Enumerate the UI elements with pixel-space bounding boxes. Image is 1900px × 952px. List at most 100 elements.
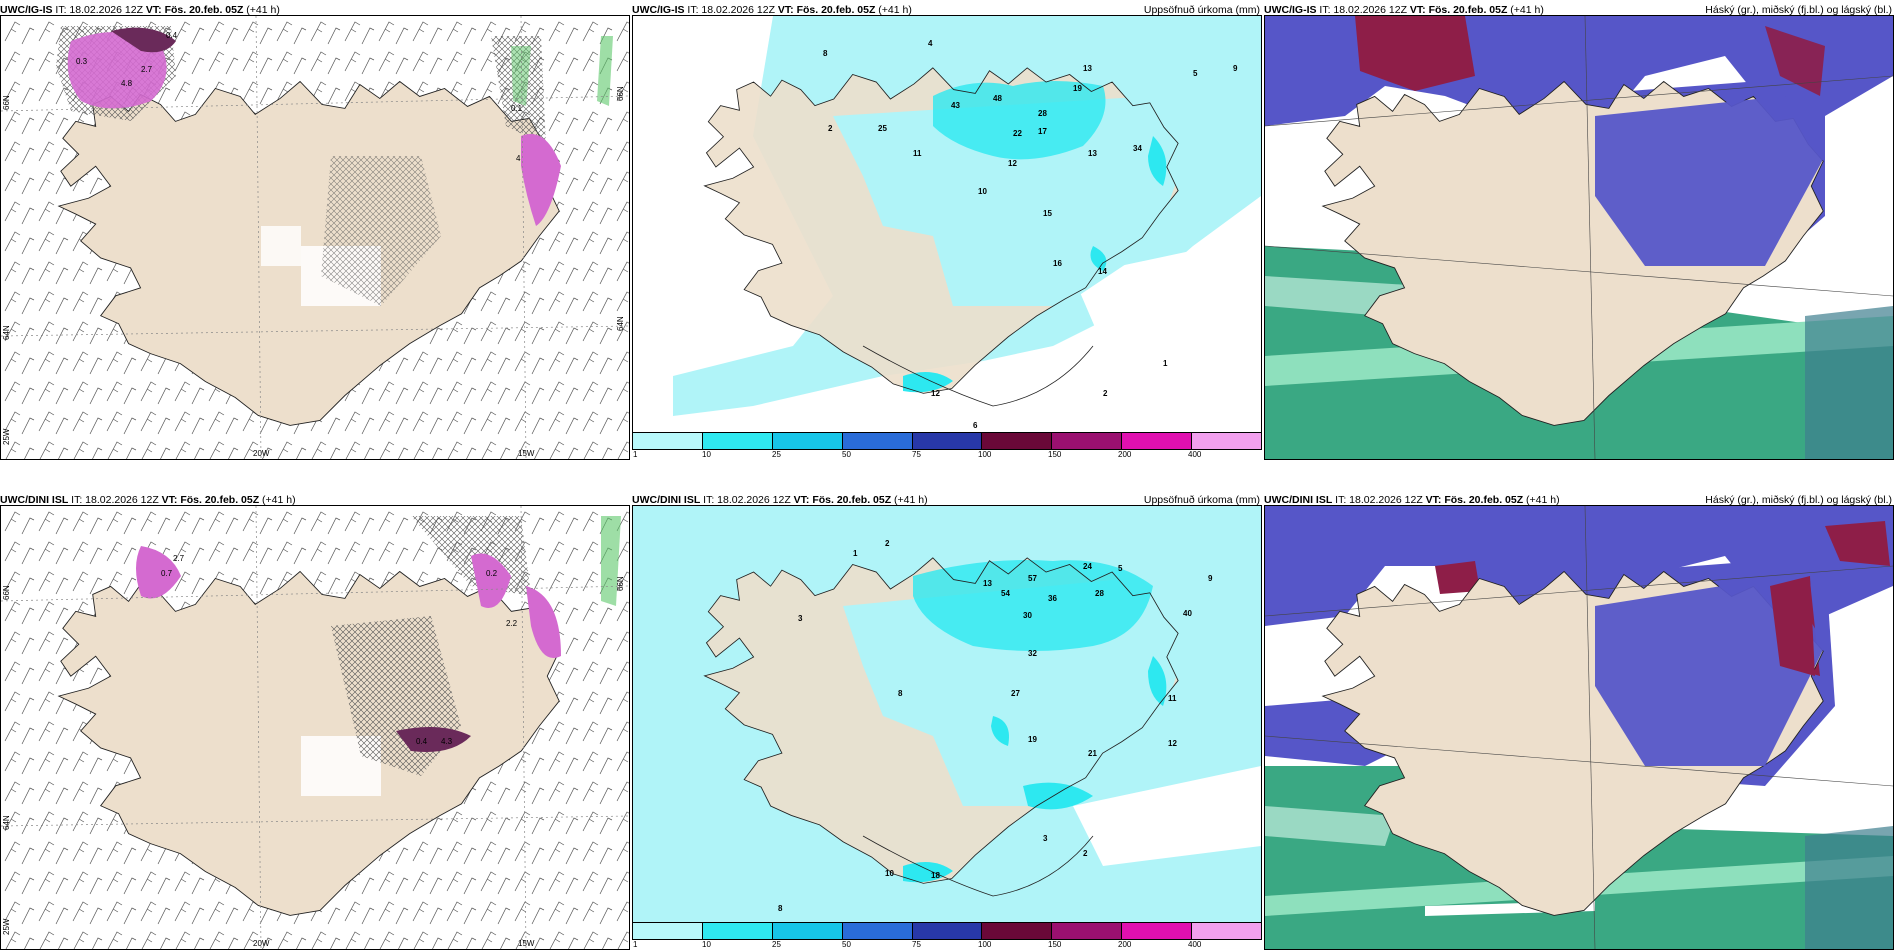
lat-label-right: 66N bbox=[616, 576, 625, 591]
precip-value: 3 bbox=[798, 614, 803, 623]
panel-subtitle: Háský (gr.), miðský (fj.bl.) og lágský (… bbox=[1705, 494, 1892, 506]
panel-r2c1: UWC/DINI ISL IT: 18.02.2026 12Z VT: Fös.… bbox=[0, 490, 630, 950]
colorbar-tick: 200 bbox=[1118, 940, 1132, 949]
colorbar-ticks: 1 10 25 50 75 100 150 200 400 bbox=[632, 940, 1262, 952]
colorbar-segment bbox=[633, 923, 703, 939]
valid-time-label: VT: bbox=[145, 4, 162, 16]
colorbar-segment bbox=[1122, 923, 1193, 939]
panel-title: UWC/DINI ISL IT: 18.02.2026 12Z VT: Fös.… bbox=[632, 490, 1262, 510]
precip-value: 10 bbox=[978, 187, 987, 196]
colorbar-tick: 10 bbox=[702, 940, 711, 949]
overlay-value: 0.4 bbox=[166, 31, 178, 40]
panel-title: UWC/IG-IS IT: 18.02.2026 12Z VT: Fös. 20… bbox=[0, 0, 630, 20]
lon-label: 20W bbox=[253, 939, 270, 948]
precip-value: 30 bbox=[1023, 611, 1032, 620]
init-time: IT: 18.02.2026 12Z bbox=[703, 494, 791, 506]
panel-subtitle: Uppsöfnuð úrkoma (mm) bbox=[1143, 4, 1260, 16]
precip-value: 15 bbox=[1043, 209, 1052, 218]
model-name: UWC/IG-IS bbox=[632, 4, 685, 16]
panel-r1c2: UWC/IG-IS IT: 18.02.2026 12Z VT: Fös. 20… bbox=[632, 0, 1262, 459]
overlay-value: 0.1 bbox=[511, 104, 523, 113]
precip-value: 18 bbox=[931, 871, 940, 880]
panel-title: UWC/IG-IS IT: 18.02.2026 12Z VT: Fös. 20… bbox=[1264, 0, 1894, 20]
colorbar-segment bbox=[842, 433, 913, 449]
valid-time: Fös. 20.feb. 05Z bbox=[812, 494, 892, 506]
valid-time: Fös. 20.feb. 05Z bbox=[1428, 4, 1508, 16]
lat-label: 64N bbox=[2, 325, 11, 340]
overlay-value: 2.7 bbox=[173, 554, 185, 563]
lat-label-right: 64N bbox=[616, 316, 625, 331]
precip-value: 34 bbox=[1133, 144, 1142, 153]
model-name: UWC/DINI ISL bbox=[0, 494, 69, 506]
precip-value: 2 bbox=[885, 539, 890, 548]
precip-value: 19 bbox=[1028, 735, 1037, 744]
precip-value: 40 bbox=[1183, 609, 1192, 618]
init-time: IT: 18.02.2026 12Z bbox=[55, 4, 143, 16]
colorbar-tick: 75 bbox=[912, 450, 921, 459]
wind-map: 0.7 2.7 0.4 4.3 0.2 2.2 66N 64N 25W 66N … bbox=[0, 505, 630, 950]
lon-label-west: 25W bbox=[2, 428, 11, 445]
lead-time: (+41 h) bbox=[262, 494, 296, 506]
precip-value: 28 bbox=[1095, 589, 1104, 598]
valid-time-label: VT: bbox=[1409, 4, 1426, 16]
colorbar-segment bbox=[1192, 433, 1262, 449]
lon-label: 15W bbox=[518, 939, 535, 948]
panel-r2c2: UWC/DINI ISL IT: 18.02.2026 12Z VT: Fös.… bbox=[632, 490, 1262, 949]
colorbar-segment bbox=[1052, 923, 1123, 939]
overlay-value: 2.7 bbox=[141, 65, 153, 74]
valid-time-label: VT: bbox=[161, 494, 178, 506]
precip-value: 6 bbox=[973, 421, 978, 430]
precip-value: 5 bbox=[1193, 69, 1198, 78]
panel-subtitle: Uppsöfnuð úrkoma (mm) bbox=[1143, 494, 1260, 506]
lat-label: 66N bbox=[2, 585, 11, 600]
panel-r1c3: UWC/IG-IS IT: 18.02.2026 12Z VT: Fös. 20… bbox=[1264, 0, 1894, 460]
precip-value: 57 bbox=[1028, 574, 1037, 583]
precip-value: 1 bbox=[1163, 359, 1168, 368]
panel-r1c1: UWC/IG-IS IT: 18.02.2026 12Z VT: Fös. 20… bbox=[0, 0, 630, 460]
colorbar-tick: 150 bbox=[1048, 940, 1062, 949]
valid-time: Fös. 20.feb. 05Z bbox=[164, 4, 244, 16]
overlay-value: 4 bbox=[516, 154, 521, 163]
colorbar-tick: 25 bbox=[772, 450, 781, 459]
lead-time: (+41 h) bbox=[878, 4, 912, 16]
colorbar-segment bbox=[772, 433, 843, 449]
colorbar-segment bbox=[912, 433, 983, 449]
colorbar-tick: 400 bbox=[1188, 940, 1202, 949]
lead-time: (+41 h) bbox=[894, 494, 928, 506]
panel-subtitle: Háský (gr.), miðský (fj.bl.) og lágský (… bbox=[1705, 4, 1892, 16]
model-name: UWC/DINI ISL bbox=[1264, 494, 1333, 506]
colorbar-tick: 50 bbox=[842, 450, 851, 459]
overlay-value: 0.3 bbox=[76, 57, 88, 66]
precip-map: 8 4 5 2 13 9 19 48 43 28 22 17 25 11 12 … bbox=[632, 15, 1262, 434]
valid-time: Fös. 20.feb. 05Z bbox=[1444, 494, 1524, 506]
precip-value: 12 bbox=[1168, 739, 1177, 748]
init-time: IT: 18.02.2026 12Z bbox=[1335, 494, 1423, 506]
colorbar-segment bbox=[702, 433, 773, 449]
colorbar-segment bbox=[912, 923, 983, 939]
panel-title: UWC/DINI ISL IT: 18.02.2026 12Z VT: Fös.… bbox=[0, 490, 630, 510]
model-name: UWC/IG-IS bbox=[1264, 4, 1317, 16]
colorbar-tick: 75 bbox=[912, 940, 921, 949]
precip-value: 4 bbox=[928, 39, 933, 48]
overlay-value: 4.8 bbox=[121, 79, 133, 88]
colorbar-segment bbox=[1052, 433, 1123, 449]
cloud-map bbox=[1264, 505, 1894, 950]
colorbar-tick: 50 bbox=[842, 940, 851, 949]
colorbar-segment bbox=[702, 923, 773, 939]
colorbar-segment bbox=[982, 433, 1053, 449]
model-name: UWC/DINI ISL bbox=[632, 494, 701, 506]
precip-value: 14 bbox=[1098, 267, 1107, 276]
valid-time-label: VT: bbox=[1425, 494, 1442, 506]
colorbar-tick: 200 bbox=[1118, 450, 1132, 459]
init-time: IT: 18.02.2026 12Z bbox=[1319, 4, 1407, 16]
colorbar-tick: 1 bbox=[633, 940, 638, 949]
colorbar-tick: 100 bbox=[978, 450, 992, 459]
precip-value: 11 bbox=[1168, 694, 1177, 703]
precip-value: 9 bbox=[1233, 64, 1238, 73]
precip-value: 54 bbox=[1001, 589, 1010, 598]
precip-value: 3 bbox=[1043, 834, 1048, 843]
panel-r2c3: UWC/DINI ISL IT: 18.02.2026 12Z VT: Fös.… bbox=[1264, 490, 1894, 950]
precip-value: 43 bbox=[951, 101, 960, 110]
init-time: IT: 18.02.2026 12Z bbox=[71, 494, 159, 506]
valid-time-label: VT: bbox=[793, 494, 810, 506]
